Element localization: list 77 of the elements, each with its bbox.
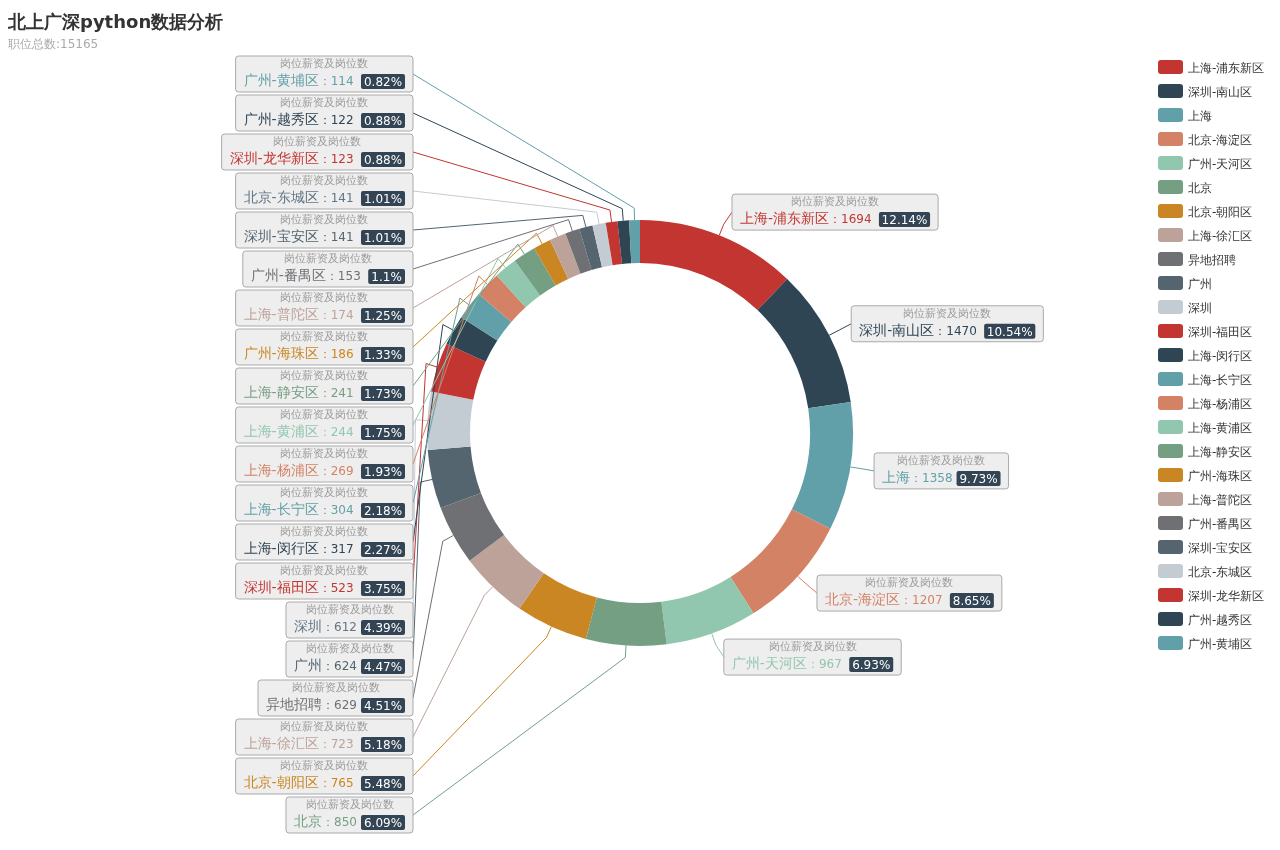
- legend-label: 上海-闵行区: [1188, 348, 1253, 363]
- data-label: ：1358 9.73%: [910, 470, 998, 486]
- slice-label: 岗位薪资及岗位数: [768, 640, 857, 654]
- text: 岗位薪资及岗位数: [903, 306, 992, 320]
- legend-label: 上海-普陀区: [1188, 492, 1253, 507]
- data-label: ：141 1.01%: [318, 230, 403, 245]
- text: 岗位薪资及岗位数: [305, 603, 394, 616]
- chart-title: 北上广深python数据分析: [7, 11, 224, 32]
- legend-label: 上海-黄浦区: [1188, 420, 1253, 435]
- text: 岗位薪资及岗位数: [280, 96, 369, 109]
- data-label: ：523 3.75%: [318, 581, 403, 596]
- data-label: ：1694 12.14%: [829, 212, 928, 228]
- legend-label: 北京-朝阳区: [1188, 204, 1253, 219]
- legend-label: 广州-海珠区: [1188, 468, 1253, 483]
- data-label: ：244 1.75%: [318, 425, 403, 440]
- legend-label: 北京: [1188, 180, 1212, 195]
- legend-label: 广州-天河区: [1188, 156, 1253, 171]
- legend-label: 深圳-宝安区: [1188, 540, 1253, 555]
- text: 岗位薪资及岗位数: [897, 453, 986, 467]
- text: 岗位薪资及岗位数: [273, 135, 362, 148]
- legend-label: 上海-静安区: [1188, 444, 1253, 459]
- text: 岗位薪资及岗位数: [280, 57, 369, 70]
- legend-label: 广州-越秀区: [1188, 612, 1253, 627]
- legend-label: 深圳-龙华新区: [1188, 588, 1265, 603]
- text: 岗位薪资及岗位数: [280, 447, 369, 460]
- data-label: ：114 0.82%: [318, 74, 403, 89]
- text: 岗位薪资及岗位数: [791, 195, 880, 209]
- legend-label: 上海-浦东新区: [1188, 60, 1265, 75]
- data-label: ：153 1.1%: [325, 269, 402, 284]
- legend-label: 广州-黄埔区: [1188, 636, 1253, 651]
- data-label: ：317 2.27%: [318, 542, 403, 557]
- data-label: ：629 4.51%: [322, 698, 403, 713]
- legend-label: 上海-长宁区: [1188, 372, 1253, 387]
- data-label: ：624 4.47%: [322, 659, 403, 674]
- legend-label: 深圳-南山区: [1188, 84, 1253, 99]
- text: 岗位薪资及岗位数: [865, 576, 954, 590]
- data-label: ：1207 8.65%: [900, 593, 991, 609]
- legend-label: 北京-东城区: [1188, 564, 1253, 579]
- legend-label: 上海-杨浦区: [1188, 396, 1253, 411]
- text: 岗位薪资及岗位数: [280, 759, 369, 772]
- text: 岗位薪资及岗位数: [280, 720, 369, 733]
- text: 岗位薪资及岗位数: [280, 564, 369, 577]
- data-label: ：612 4.39%: [322, 620, 403, 635]
- text: 岗位薪资及岗位数: [280, 525, 369, 538]
- text: 岗位薪资及岗位数: [305, 642, 394, 655]
- legend-label: 上海-徐汇区: [1188, 228, 1253, 243]
- legend-label: 深圳: [1188, 300, 1212, 315]
- data-label: ：174 1.25%: [318, 308, 403, 323]
- legend-label: 北京-海淀区: [1188, 132, 1253, 147]
- data-label: ：850 6.09%: [322, 815, 403, 830]
- text: 岗位薪资及岗位数: [280, 369, 369, 382]
- legend-label: 广州-番禺区: [1188, 516, 1253, 531]
- legend-label: 上海: [1188, 108, 1212, 123]
- text: 岗位薪资及岗位数: [280, 174, 369, 187]
- data-label: ：269 1.93%: [318, 464, 403, 479]
- data-label: ：141 1.01%: [318, 191, 403, 206]
- text: 岗位薪资及岗位数: [280, 291, 369, 304]
- text: 岗位薪资及岗位数: [283, 252, 372, 265]
- data-label: ：186 1.33%: [318, 347, 403, 362]
- text: 岗位薪资及岗位数: [280, 486, 369, 499]
- data-label: ：967 6.93%: [806, 657, 891, 673]
- data-label: ：122 0.88%: [318, 113, 403, 128]
- text: 岗位薪资及岗位数: [305, 798, 394, 811]
- text: 岗位薪资及岗位数: [280, 330, 369, 343]
- data-label: ：723 5.18%: [318, 737, 403, 752]
- legend-label: 异地招聘: [1188, 252, 1236, 267]
- data-label: ：1470 10.54%: [934, 323, 1033, 339]
- data-label: ：304 2.18%: [318, 503, 403, 518]
- text: 岗位薪资及岗位数: [280, 408, 369, 421]
- data-label: ：241 1.73%: [318, 386, 403, 401]
- text: 职位总数:15165: [8, 37, 99, 51]
- data-label: ：765 5.48%: [318, 776, 403, 791]
- legend-label: 广州: [1188, 276, 1212, 291]
- data-label: ：123 0.88%: [318, 152, 403, 167]
- text: 岗位薪资及岗位数: [291, 681, 380, 694]
- text: 岗位薪资及岗位数: [280, 213, 369, 226]
- legend-label: 深圳-福田区: [1188, 324, 1253, 339]
